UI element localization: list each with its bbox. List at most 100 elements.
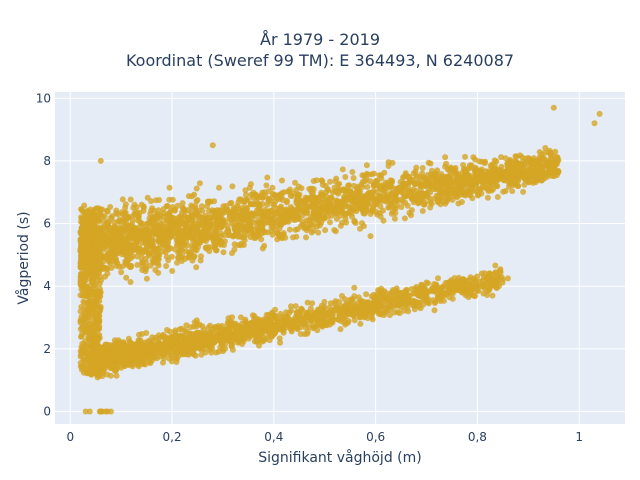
scatter-point — [211, 243, 218, 250]
scatter-point — [510, 175, 517, 182]
scatter-point — [438, 287, 445, 294]
scatter-point — [339, 311, 346, 318]
scatter-point — [283, 207, 290, 214]
scatter-point — [437, 187, 444, 194]
scatter-point — [261, 229, 268, 236]
y-axis-title: Vågperiod (s) — [15, 211, 32, 304]
scatter-point — [307, 221, 314, 228]
scatter-point — [344, 188, 351, 195]
scatter-point — [80, 220, 86, 227]
scatter-point — [199, 323, 206, 330]
scatter-point — [307, 194, 314, 201]
scatter-point — [487, 179, 494, 186]
scatter-point — [463, 277, 470, 284]
scatter-point — [81, 244, 87, 251]
scatter-point — [483, 172, 490, 179]
scatter-point — [554, 154, 561, 161]
scatter-point — [121, 342, 127, 349]
scatter-point — [167, 335, 173, 342]
scatter-point — [127, 250, 134, 256]
x-tick-label: 0,8 — [468, 430, 487, 444]
scatter-point — [269, 322, 276, 329]
scatter-point — [474, 286, 480, 293]
scatter-point — [209, 142, 216, 149]
scatter-point — [391, 215, 398, 222]
scatter-point — [89, 324, 96, 331]
scatter-point — [494, 174, 501, 180]
scatter-point — [303, 234, 309, 241]
scatter-point — [495, 168, 502, 175]
scatter-point — [350, 312, 357, 319]
scatter-point — [100, 231, 107, 238]
scatter-point — [451, 275, 458, 282]
scatter-point — [150, 214, 157, 220]
scatter-point — [78, 206, 85, 213]
scatter-point — [176, 248, 183, 255]
scatter-point — [187, 324, 194, 331]
scatter-point — [219, 323, 226, 329]
scatter-point — [274, 195, 281, 202]
scatter-point — [127, 196, 134, 203]
scatter-point — [204, 341, 211, 348]
scatter-point — [423, 296, 430, 303]
scatter-point — [172, 327, 179, 334]
scatter-point — [133, 204, 140, 211]
scatter-point — [216, 184, 222, 191]
scatter-point — [526, 163, 532, 170]
scatter-point — [174, 242, 180, 249]
scatter-point — [207, 198, 214, 205]
scatter-point — [200, 346, 207, 353]
scatter-point — [125, 335, 132, 342]
scatter-point — [465, 294, 472, 301]
scatter-point — [296, 317, 303, 324]
scatter-point — [213, 324, 220, 331]
scatter-point — [148, 220, 155, 227]
scatter-point — [292, 303, 299, 310]
scatter-point — [238, 216, 245, 223]
scatter-point — [154, 231, 161, 238]
scatter-point — [359, 178, 366, 185]
scatter-point — [120, 230, 127, 237]
scatter-point — [188, 249, 195, 256]
scatter-point — [115, 337, 122, 344]
scatter-point — [209, 342, 215, 349]
scatter-point — [390, 195, 397, 202]
scatter-point — [156, 224, 163, 231]
scatter-point — [185, 214, 192, 221]
scatter-point — [419, 165, 426, 171]
scatter-point — [176, 326, 183, 333]
scatter-point — [277, 339, 284, 346]
scatter-point — [229, 183, 236, 190]
scatter-point — [478, 270, 485, 277]
scatter-point — [542, 145, 549, 151]
scatter-point — [150, 349, 156, 356]
scatter-point — [402, 199, 409, 206]
scatter-point — [363, 162, 370, 169]
scatter-point — [539, 173, 545, 180]
scatter-point — [318, 307, 325, 314]
scatter-point — [88, 371, 95, 378]
scatter-point — [225, 226, 231, 233]
scatter-point — [298, 185, 305, 192]
scatter-point — [160, 349, 167, 356]
scatter-point — [451, 279, 458, 286]
scatter-point — [167, 245, 174, 252]
scatter-point — [278, 190, 285, 197]
scatter-point — [100, 241, 107, 248]
scatter-point — [196, 180, 203, 187]
scatter-point — [133, 241, 140, 247]
scatter-point — [469, 195, 476, 202]
scatter-point — [506, 169, 513, 176]
scatter-point — [119, 196, 126, 203]
scatter-point — [303, 227, 310, 234]
scatter-point — [462, 153, 468, 160]
scatter-point — [237, 314, 244, 321]
scatter-point — [276, 335, 283, 342]
scatter-point — [172, 344, 179, 351]
x-tick-label: 0 — [66, 430, 74, 444]
scatter-point — [415, 178, 422, 185]
x-tick-label: 1 — [575, 430, 583, 444]
y-tick-label: 2 — [43, 342, 51, 356]
scatter-point — [81, 238, 88, 245]
